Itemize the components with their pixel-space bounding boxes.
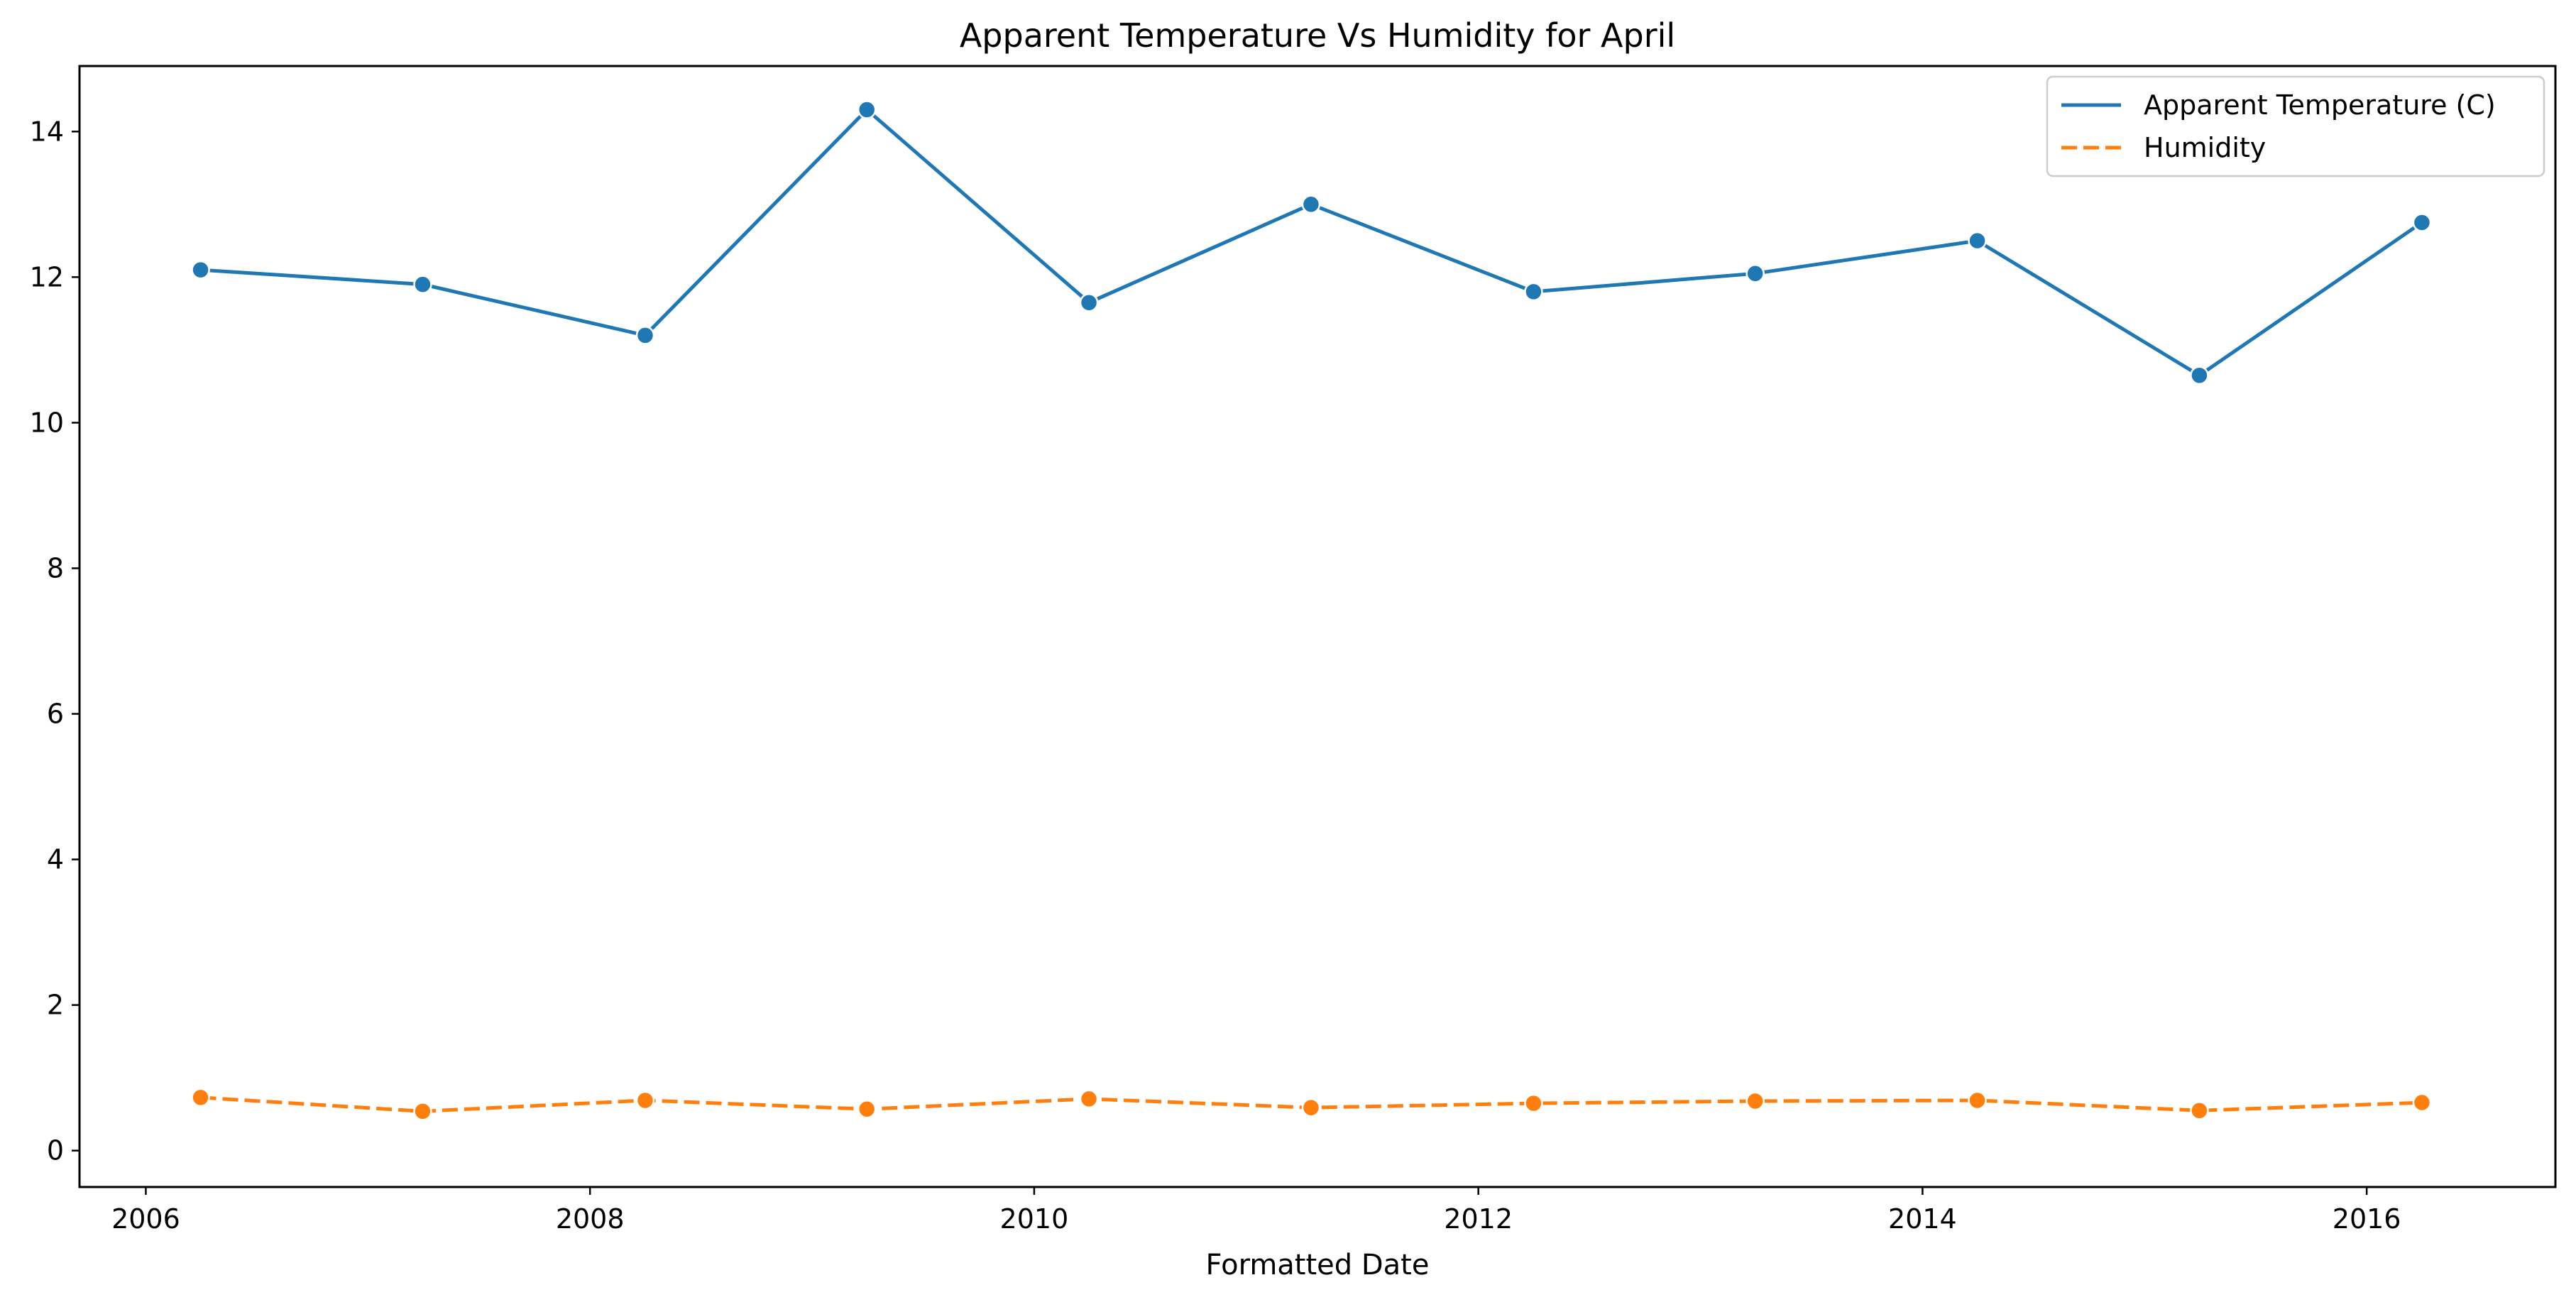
data-point <box>1745 1091 1765 1111</box>
y-tick-label: 10 <box>30 407 64 438</box>
x-axis: 2006 2008 2010 2012 2014 2016 <box>111 1187 2401 1235</box>
y-tick-label: 4 <box>47 844 64 875</box>
data-point <box>857 1100 877 1119</box>
data-point <box>1301 195 1321 214</box>
data-point <box>1301 1098 1321 1117</box>
data-point <box>1968 231 1987 251</box>
data-point <box>1745 263 1765 283</box>
legend: Apparent Temperature (C) Humidity <box>2046 75 2545 177</box>
y-tick-label: 8 <box>47 552 64 584</box>
data-point <box>1079 292 1099 312</box>
legend-items: Apparent Temperature (C) Humidity <box>2061 89 2496 163</box>
series-1 <box>191 100 2432 385</box>
x-tick-label: 2016 <box>2333 1203 2401 1235</box>
data-point <box>191 1088 210 1107</box>
chart-title: Apparent Temperature Vs Humidity for Apr… <box>960 16 1675 55</box>
data-point <box>2412 213 2432 232</box>
y-axis: 0 2 4 6 8 10 12 14 <box>30 116 80 1166</box>
data-point <box>413 1102 432 1121</box>
data-point <box>1079 1089 1099 1109</box>
data-point <box>857 100 877 119</box>
x-tick-label: 2008 <box>556 1203 625 1235</box>
legend-box <box>2046 75 2545 177</box>
data-point <box>635 1090 655 1110</box>
legend-label: Humidity <box>2144 132 2266 163</box>
x-tick-label: 2006 <box>111 1203 180 1235</box>
plot-frame <box>78 65 2557 1188</box>
x-tick-label: 2014 <box>1888 1203 1957 1235</box>
data-point <box>413 275 432 294</box>
legend-label: Apparent Temperature (C) <box>2144 89 2496 121</box>
x-tick-label: 2012 <box>1444 1203 1513 1235</box>
y-tick-label: 12 <box>30 261 64 292</box>
data-point <box>1968 1090 1987 1110</box>
y-tick-label: 14 <box>30 116 64 147</box>
data-point <box>2412 1093 2432 1112</box>
x-tick-label: 2010 <box>1000 1203 1069 1235</box>
data-point <box>1524 282 1543 302</box>
y-tick-label: 0 <box>47 1135 64 1166</box>
data-point <box>635 326 655 345</box>
y-tick-label: 2 <box>47 990 64 1021</box>
data-point <box>1524 1093 1543 1113</box>
data-point <box>191 260 210 280</box>
x-axis-label: Formatted Date <box>1206 1249 1430 1281</box>
y-tick-label: 6 <box>47 699 64 730</box>
plot-area: 2006 2008 2010 2012 2014 2016 0 2 4 6 8 10 12 14 <box>30 65 2557 1235</box>
data-point <box>2190 1101 2209 1120</box>
data-point <box>2190 366 2209 385</box>
series-layer <box>191 100 2432 1121</box>
series-2 <box>191 1088 2432 1121</box>
